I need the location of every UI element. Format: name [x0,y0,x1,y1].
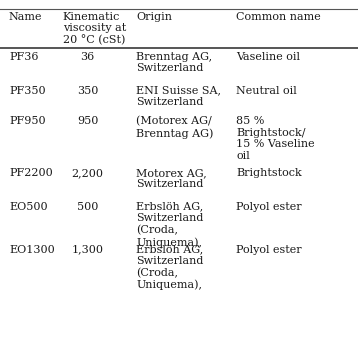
Text: 950: 950 [77,116,98,126]
Text: Polyol ester: Polyol ester [236,245,302,255]
Text: Vaseline oil: Vaseline oil [236,52,300,62]
Text: Erbslöh AG,
Switzerland
(Croda,
Uniquema),: Erbslöh AG, Switzerland (Croda, Uniquema… [136,245,203,291]
Text: PF950: PF950 [9,116,45,126]
Text: Brenntag AG,
Switzerland: Brenntag AG, Switzerland [136,52,212,74]
Text: 1,300: 1,300 [72,245,104,255]
Text: Name: Name [9,12,43,22]
Text: Polyol ester: Polyol ester [236,202,302,212]
Text: Erbslöh AG,
Switzerland
(Croda,
Uniquema),: Erbslöh AG, Switzerland (Croda, Uniquema… [136,202,203,248]
Text: ENI Suisse SA,
Switzerland: ENI Suisse SA, Switzerland [136,86,221,107]
Text: Origin: Origin [136,12,172,22]
Text: EO1300: EO1300 [9,245,55,255]
Text: PF2200: PF2200 [9,168,53,178]
Text: Common name: Common name [236,12,321,22]
Text: Motorex AG,
Switzerland: Motorex AG, Switzerland [136,168,207,190]
Text: 500: 500 [77,202,98,212]
Text: PF350: PF350 [9,86,45,96]
Text: 2,200: 2,200 [72,168,104,178]
Text: 36: 36 [81,52,95,62]
Text: (Motorex AG/
Brenntag AG): (Motorex AG/ Brenntag AG) [136,116,213,139]
Text: PF36: PF36 [9,52,38,62]
Text: 350: 350 [77,86,98,96]
Text: Neutral oil: Neutral oil [236,86,297,96]
Text: Kinematic
viscosity at
20 °C (cSt): Kinematic viscosity at 20 °C (cSt) [63,12,126,46]
Text: 85 %
Brightstock/
15 % Vaseline
oil: 85 % Brightstock/ 15 % Vaseline oil [236,116,315,161]
Text: EO500: EO500 [9,202,48,212]
Text: Brightstock: Brightstock [236,168,302,178]
